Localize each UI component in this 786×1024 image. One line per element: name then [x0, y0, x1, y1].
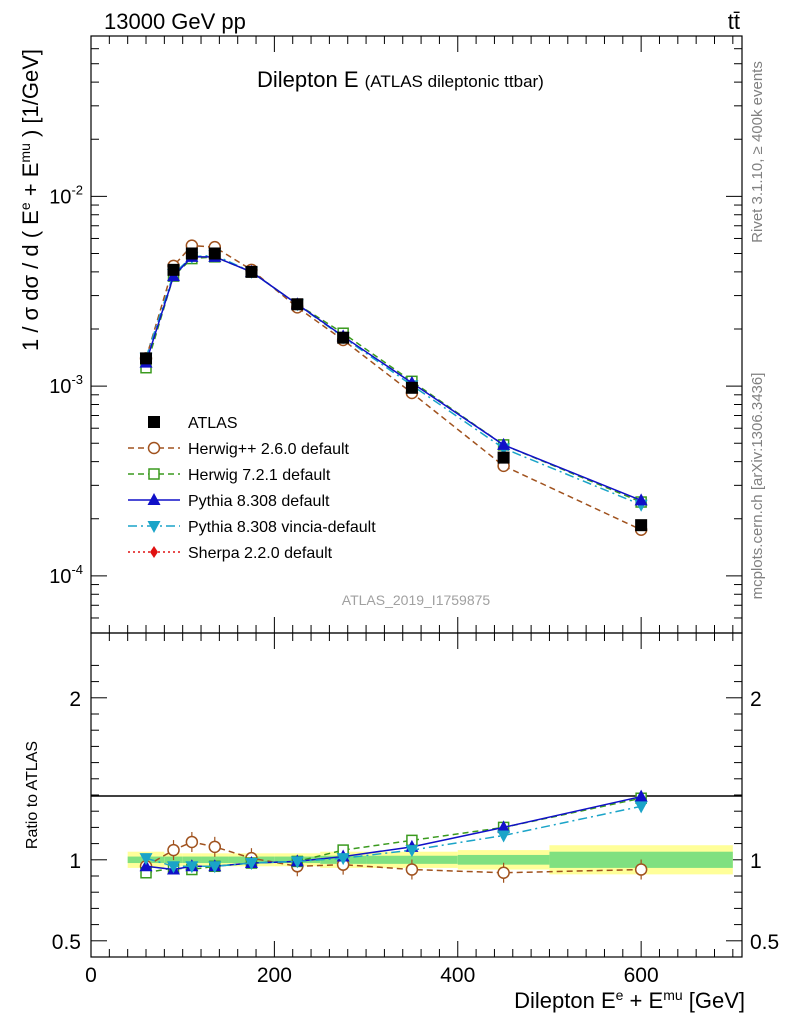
- ratio-point: [405, 863, 419, 876]
- legend-label: Sherpa 2.2.0 default: [188, 545, 333, 562]
- series-line: [145, 244, 642, 531]
- y-tick-label: 10-4: [49, 562, 83, 588]
- series-line: [145, 256, 642, 503]
- ratio-point: [167, 861, 181, 874]
- legend-label: ATLAS: [188, 415, 238, 432]
- series-atlas: [140, 247, 648, 532]
- energy-label: 13000 GeV pp: [104, 9, 246, 34]
- ratio-point: [208, 861, 222, 874]
- legend-marker: [148, 468, 160, 480]
- data-point: [635, 519, 648, 532]
- ratio-point: [634, 863, 648, 876]
- data-point: [497, 437, 511, 450]
- ratio-point: [208, 840, 222, 854]
- data-point: [337, 331, 350, 344]
- ratio-point: [139, 859, 153, 872]
- legend-marker: [147, 441, 161, 455]
- ratio-point: [497, 866, 510, 880]
- data-point: [245, 265, 258, 278]
- ratio-point: [244, 858, 258, 871]
- y-tick-label: 10-3: [49, 372, 83, 398]
- legend-entry: Herwig++ 2.6.0 default: [128, 441, 350, 458]
- y-axis-title-ratio: Ratio to ATLAS: [24, 741, 41, 849]
- ratio-line: [145, 841, 642, 874]
- plot-title-main: Dilepton E: [257, 67, 359, 92]
- legend-marker: [150, 546, 158, 558]
- x-tick-label: 600: [624, 964, 659, 987]
- ratio-series-pythia-8-308-vincia-default: [139, 801, 648, 874]
- legend-label: Pythia 8.308 default: [188, 493, 330, 510]
- series-line: [145, 256, 642, 502]
- ratio-series-group: [139, 789, 648, 883]
- y-tick-label: 10-2: [49, 182, 83, 208]
- data-point: [208, 247, 221, 260]
- data-point: [185, 247, 198, 260]
- ratio-line: [145, 797, 642, 874]
- ratio-line: [145, 795, 642, 871]
- ratio-y-tick-label: 2: [69, 688, 81, 711]
- ratio-point: [634, 801, 648, 814]
- data-point: [167, 263, 180, 276]
- analysis-id-label: ATLAS_2019_I1759875: [342, 592, 491, 608]
- data-point: [291, 298, 304, 311]
- legend-label: Herwig++ 2.6.0 default: [188, 441, 350, 458]
- x-tick-label: 0: [85, 964, 97, 987]
- x-tick-label: 200: [257, 964, 292, 987]
- plot-subtitle: (ATLAS dileptonic ttbar): [365, 72, 544, 91]
- legend-entry: Pythia 8.308 vincia-default: [128, 519, 376, 536]
- ratio-axis-ticks: 0.5 0.5 1 1 2 2 0 200 400 600: [52, 633, 779, 987]
- data-point: [405, 381, 418, 394]
- ratio-point: [497, 830, 511, 843]
- main-series-group: [139, 239, 648, 537]
- legend-marker: [148, 416, 160, 428]
- process-label: tt̄: [728, 9, 740, 34]
- legend-marker: [147, 493, 161, 505]
- legend-entry: Herwig 7.2.1 default: [128, 467, 331, 484]
- ratio-point: [290, 856, 304, 869]
- ratio-y-tick-label: 0.5: [52, 931, 81, 954]
- x-tick-label: 400: [440, 964, 475, 987]
- ratio-point: [139, 853, 153, 866]
- ratio-point: [634, 789, 648, 802]
- ratio-point: [497, 820, 511, 833]
- legend-marker: [147, 521, 161, 533]
- data-point: [497, 451, 510, 464]
- ratio-y-tick-label-right: 0.5: [750, 931, 779, 954]
- legend-entry: ATLAS: [148, 415, 238, 432]
- rivet-version-label: Rivet 3.1.10, ≥ 400k events: [749, 61, 766, 243]
- main-axis-ticks: 10-4 10-3 10-2: [49, 35, 742, 634]
- ratio-point: [336, 853, 350, 866]
- series-herwig-2-6-0-default: [139, 239, 648, 537]
- legend-label: Herwig 7.2.1 default: [188, 467, 331, 484]
- legend-entry: Pythia 8.308 default: [128, 493, 330, 510]
- y-axis-title-main: 1 / σ dσ / d ( Ee + Emu ) [1/GeV]: [17, 49, 43, 351]
- plot-title: Dilepton E (ATLAS dileptonic ttbar): [257, 67, 544, 92]
- legend-entry: Sherpa 2.2.0 default: [128, 545, 333, 562]
- ratio-point: [167, 843, 180, 857]
- ratio-y-tick-label: 1: [69, 850, 81, 873]
- legend-label: Pythia 8.308 vincia-default: [188, 519, 376, 536]
- main-plot-frame: [90, 35, 743, 634]
- ratio-point: [185, 835, 199, 849]
- data-point: [634, 493, 648, 506]
- data-point: [140, 352, 153, 365]
- legend: ATLAS Herwig++ 2.6.0 default Herwig 7.2.1 …: [128, 415, 376, 562]
- x-axis-title: Dilepton Ee + Emu [GeV]: [514, 987, 745, 1013]
- ratio-point: [405, 845, 419, 858]
- band-inner: [457, 854, 550, 865]
- ratio-y-tick-label-right: 1: [750, 850, 762, 873]
- mcplots-label: mcplots.cern.ch [arXiv:1306.3436]: [749, 373, 766, 600]
- ratio-y-tick-label-right: 2: [750, 688, 762, 711]
- ratio-point: [185, 861, 199, 874]
